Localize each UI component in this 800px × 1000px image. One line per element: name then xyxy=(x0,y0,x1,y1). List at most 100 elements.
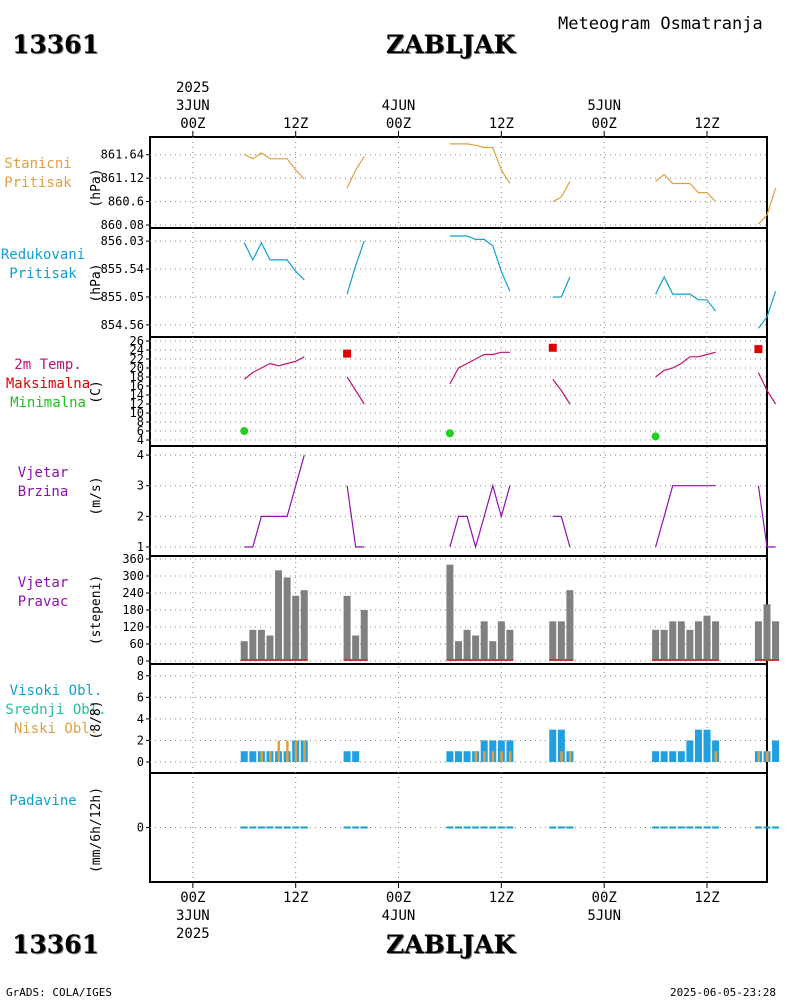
high-cloud-bar xyxy=(249,751,257,762)
wind-direction-bar xyxy=(497,621,505,661)
series-line-temperature xyxy=(552,378,571,405)
y-tick-label: 856.03 xyxy=(101,234,144,248)
label-station-pressure-line2: Pritisak xyxy=(4,175,72,191)
label-wind-speed: Vjetar Brzina xyxy=(0,464,86,502)
min-temp-marker xyxy=(651,432,660,441)
precipitation-bar xyxy=(343,826,351,829)
y-tick-label: 855.54 xyxy=(101,262,144,276)
precipitation-bar xyxy=(292,826,300,829)
wind-direction-bar xyxy=(677,621,685,661)
low-cloud-bar xyxy=(508,751,512,762)
min-temp-marker xyxy=(445,429,454,438)
label-temp-line2: Maksimalna xyxy=(5,376,91,392)
y-tick-label: 240 xyxy=(122,586,144,600)
y-tick-label: 861.64 xyxy=(101,148,144,162)
high-cloud-bar xyxy=(703,729,711,762)
precipitation-bar xyxy=(300,826,308,829)
precipitation-bar xyxy=(660,826,668,829)
precipitation-bar xyxy=(266,826,274,829)
label-wind-speed-line1: Vjetar xyxy=(17,465,69,481)
bottom-time-tick-label: 00Z xyxy=(592,890,617,906)
high-cloud-bar xyxy=(463,751,471,762)
low-cloud-bar xyxy=(303,740,306,762)
low-cloud-bar xyxy=(294,740,298,762)
y-tick-label: 6 xyxy=(137,424,144,438)
low-cloud-bar xyxy=(286,740,289,762)
series-line-temperature xyxy=(449,351,510,385)
y-tick-label: 60 xyxy=(130,637,144,651)
high-cloud-bar xyxy=(343,751,351,762)
wind-direction-bar xyxy=(352,635,360,661)
wind-direction-bar xyxy=(763,604,771,661)
y-tick-label: 8 xyxy=(137,669,144,683)
y-tick-label: 6 xyxy=(137,690,144,704)
y-tick-label: 22 xyxy=(130,352,144,366)
precipitation-bar xyxy=(480,826,488,829)
y-tick-label: 4 xyxy=(137,433,144,447)
series-line-temperature xyxy=(243,356,305,380)
y-axis-label-clouds: (8/8) xyxy=(89,700,104,739)
high-cloud-bar xyxy=(549,729,557,762)
y-tick-label: 2 xyxy=(137,733,144,747)
low-cloud-bar xyxy=(560,751,563,762)
series-line-reduced-pressure xyxy=(346,240,365,295)
low-cloud-bar xyxy=(757,751,760,762)
bottom-time-tick-label: 00Z xyxy=(386,890,411,906)
wind-direction-bar xyxy=(343,595,351,661)
label-wind-speed-line2: Brzina xyxy=(17,484,69,500)
bottom-time-tick-label: 12Z xyxy=(489,890,514,906)
footer-timestamp: 2025-06-05-23:28 xyxy=(670,986,776,999)
min-temp-marker xyxy=(240,427,249,435)
wind-direction-bar xyxy=(463,629,471,661)
wind-direction-bar xyxy=(360,610,368,661)
precipitation-bar xyxy=(772,826,780,829)
top-time-tick-label: 00Z xyxy=(386,116,411,132)
low-cloud-bar xyxy=(568,751,572,762)
label-temperature: 2m Temp. Maksimalna Minimalna xyxy=(0,356,96,413)
y-axis-label-wind-speed: (m/s) xyxy=(89,476,104,515)
high-cloud-bar xyxy=(686,740,694,762)
y-tick-label: 16 xyxy=(130,379,144,393)
y-tick-label: 855.05 xyxy=(101,290,144,304)
low-cloud-bar xyxy=(491,751,495,762)
precipitation-bar xyxy=(455,826,462,829)
precipitation-bar xyxy=(557,826,565,829)
low-cloud-bar xyxy=(268,751,272,762)
label-reduced-pressure: Redukovani Pritisak xyxy=(0,246,86,284)
wind-direction-bar xyxy=(275,570,283,661)
label-temp-line1: 2m Temp. xyxy=(14,357,82,373)
precipitation-bar xyxy=(283,826,291,829)
bottom-date-label: 4JUN xyxy=(382,908,416,924)
high-cloud-bar xyxy=(240,751,248,762)
y-tick-label: 26 xyxy=(130,334,144,348)
wind-direction-bar xyxy=(566,590,574,661)
label-temp-line3: Minimalna xyxy=(10,395,86,411)
wind-direction-bar xyxy=(283,577,291,661)
series-line-station-pressure xyxy=(449,143,511,184)
wind-direction-bar xyxy=(480,621,488,661)
series-line-temperature xyxy=(757,372,777,405)
precipitation-bar xyxy=(257,826,265,829)
series-line-temperature xyxy=(655,351,716,378)
series-line-wind-speed xyxy=(449,483,511,550)
series-line-wind-speed xyxy=(346,485,365,548)
series-line-station-pressure xyxy=(552,181,571,203)
max-temp-marker xyxy=(754,345,763,354)
wind-direction-bar xyxy=(292,595,300,661)
high-cloud-bar xyxy=(660,751,668,762)
low-cloud-bar xyxy=(474,751,478,762)
precipitation-bar xyxy=(497,826,505,829)
precipitation-bar xyxy=(472,826,480,829)
y-tick-label: 180 xyxy=(122,603,144,617)
label-precipitation: Padavine xyxy=(0,792,86,811)
top-year-label: 2025 xyxy=(176,80,210,96)
precipitation-bar xyxy=(686,826,694,829)
series-line-reduced-pressure xyxy=(449,235,511,292)
precipitation-bar xyxy=(249,826,257,829)
y-tick-label: 20 xyxy=(130,361,144,375)
precipitation-bar xyxy=(703,826,711,829)
low-cloud-bar xyxy=(500,751,503,762)
chart-frame xyxy=(149,136,768,883)
max-temp-marker xyxy=(548,343,557,352)
